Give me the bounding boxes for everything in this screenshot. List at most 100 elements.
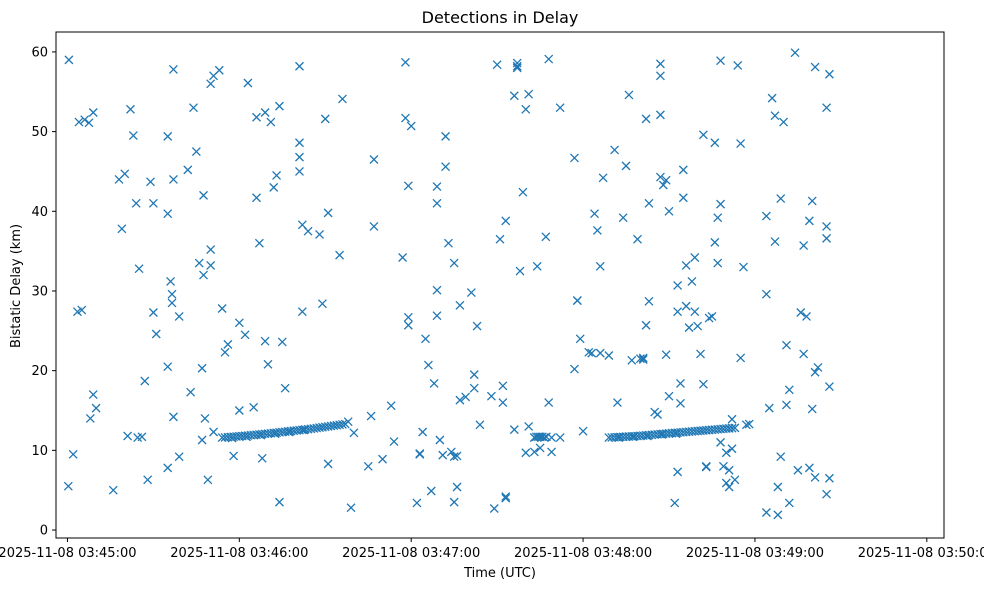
detection-point	[727, 444, 737, 454]
detection-point	[770, 111, 780, 121]
detection-point	[280, 383, 290, 393]
detection-point	[88, 108, 98, 117]
y-tick-label: 20	[31, 364, 48, 379]
detection-point	[822, 103, 832, 113]
detection-point	[378, 454, 388, 464]
detection-point	[575, 334, 585, 344]
detection-point	[432, 182, 442, 192]
detection-point	[432, 285, 442, 295]
detection-point	[80, 115, 90, 125]
detection-point	[274, 497, 284, 507]
detection-point	[277, 337, 287, 347]
detection-point	[297, 307, 307, 317]
detection-point	[739, 262, 748, 272]
detection-point	[203, 475, 213, 485]
detection-point	[272, 170, 282, 180]
detection-point	[655, 172, 665, 182]
detection-point	[822, 233, 832, 243]
detection-point	[598, 173, 608, 183]
detection-point	[340, 419, 350, 429]
detection-point	[512, 63, 522, 73]
detection-point	[681, 261, 691, 270]
detection-point	[452, 482, 462, 492]
detection-point	[77, 305, 87, 315]
detection-point	[234, 318, 244, 328]
detection-point	[744, 419, 754, 429]
detection-point	[627, 355, 637, 365]
detection-point	[690, 307, 700, 317]
detection-point	[509, 91, 519, 101]
detection-point	[214, 65, 224, 75]
detection-point	[148, 198, 158, 208]
detection-point	[678, 193, 688, 203]
detection-point	[403, 181, 413, 191]
detection-point	[449, 258, 459, 268]
detection-point	[432, 311, 442, 321]
detection-point	[183, 165, 193, 175]
detection-point	[710, 237, 720, 247]
detection-point	[163, 362, 173, 372]
detection-point	[270, 429, 280, 439]
detection-point	[126, 104, 135, 114]
detection-point	[687, 276, 697, 286]
detection-point	[655, 59, 665, 69]
detection-point	[163, 131, 173, 141]
detection-point	[824, 69, 834, 79]
detection-point	[403, 320, 413, 330]
y-tick-label: 0	[40, 524, 48, 539]
detection-point	[721, 448, 731, 458]
detection-point	[260, 336, 270, 346]
detection-point	[761, 289, 771, 299]
detection-point	[223, 339, 233, 349]
detection-point	[167, 289, 177, 299]
detection-point	[146, 177, 155, 187]
detection-point	[263, 359, 273, 369]
detection-point	[604, 351, 614, 360]
detection-point	[730, 475, 740, 485]
y-tick-label: 50	[31, 125, 48, 140]
detection-point	[713, 258, 723, 268]
detection-point	[661, 175, 671, 185]
detection-point	[323, 459, 333, 469]
detection-point	[461, 392, 471, 402]
detection-point	[628, 432, 638, 442]
detection-point	[403, 312, 413, 322]
detection-point	[638, 355, 648, 364]
detection-point	[653, 410, 663, 419]
detection-point	[773, 510, 783, 520]
plot-area-frame	[55, 31, 945, 539]
detection-point	[455, 395, 465, 405]
detection-point	[337, 419, 347, 429]
detection-point	[693, 321, 703, 331]
detection-point	[320, 114, 330, 124]
detection-point	[168, 412, 178, 422]
detection-point	[696, 349, 705, 359]
detection-point	[449, 497, 459, 507]
detection-point	[432, 198, 442, 208]
detection-point	[199, 270, 208, 280]
detection-point	[441, 162, 451, 172]
detection-point	[804, 463, 814, 473]
detection-point	[784, 498, 794, 508]
detection-point	[584, 347, 594, 357]
detection-point	[671, 429, 681, 439]
detection-point	[529, 447, 539, 457]
detection-point	[621, 161, 631, 171]
detection-point	[295, 152, 304, 162]
detection-point	[91, 403, 101, 413]
detection-point	[108, 485, 118, 495]
detection-point	[741, 420, 751, 430]
detection-point	[518, 187, 528, 197]
detection-point	[498, 381, 508, 391]
detection-point	[822, 489, 832, 499]
detection-point	[779, 117, 789, 127]
detection-point	[209, 427, 219, 437]
x-tick-label: 2025-11-08 03:50:00	[858, 546, 984, 561]
detection-point	[555, 103, 565, 113]
detection-point	[84, 118, 94, 128]
detection-point	[446, 447, 456, 457]
detection-point	[412, 498, 422, 508]
detection-point	[227, 433, 237, 443]
detection-point	[736, 353, 746, 363]
detection-point	[168, 64, 178, 74]
